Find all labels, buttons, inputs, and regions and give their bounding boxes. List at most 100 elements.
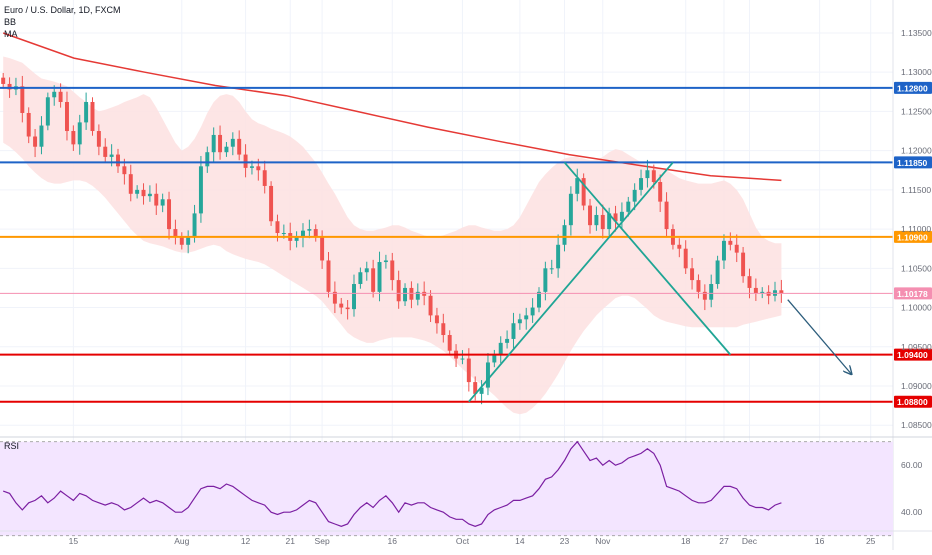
- candle-body-53: [339, 303, 344, 308]
- candle-body-92: [588, 205, 592, 226]
- price-tick-label-7: 1.12000: [901, 146, 932, 156]
- candle-body-3: [20, 86, 25, 113]
- candle-body-76: [485, 362, 490, 388]
- candle-body-33: [211, 134, 216, 153]
- candle-body-58: [371, 268, 376, 292]
- candle-body-8: [52, 91, 57, 98]
- candle-body-81: [517, 319, 522, 324]
- candle-body-89: [568, 193, 573, 226]
- candle-body-115: [734, 244, 739, 253]
- candle-body-104: [664, 201, 669, 230]
- level-badge-4: [894, 348, 932, 361]
- candle-body-34: [218, 134, 223, 153]
- price-tick-label-10: 1.13500: [901, 28, 932, 38]
- candle-body-28: [179, 236, 184, 245]
- candle-body-0: [1, 77, 6, 84]
- candle-body-72: [460, 358, 465, 360]
- level-badge-2: [894, 230, 932, 243]
- candle-body-51: [326, 260, 331, 292]
- price-tick-label-6: 1.11500: [901, 185, 931, 195]
- candle-body-74: [473, 382, 478, 394]
- candle-body-9: [58, 91, 63, 102]
- trendline-0: [468, 161, 674, 403]
- candle-body-29: [186, 236, 191, 245]
- candle-body-19: [122, 166, 127, 175]
- candle-body-101: [645, 170, 650, 179]
- candle-body-41: [262, 170, 267, 186]
- candle-body-13: [84, 101, 89, 123]
- time-tick-label-11: 27: [719, 536, 729, 546]
- candle-body-25: [160, 199, 165, 206]
- level-badge-1: [894, 156, 932, 169]
- candle-body-107: [683, 248, 688, 269]
- level-label-2: 1.10900: [897, 232, 928, 242]
- candle-body-47: [301, 230, 305, 237]
- candle-body-39: [249, 166, 254, 168]
- candle-body-46: [294, 236, 299, 241]
- time-tick-label-6: Oct: [456, 536, 470, 546]
- candle-body-38: [243, 154, 248, 168]
- chart-title: Euro / U.S. Dollar, 1D, FXCM: [4, 5, 121, 15]
- candle-body-100: [639, 178, 644, 190]
- candle-body-55: [352, 284, 356, 310]
- candle-body-112: [715, 260, 720, 285]
- candle-body-79: [505, 338, 510, 343]
- candle-body-83: [530, 307, 535, 316]
- price-tick-label-1: 1.09000: [901, 381, 932, 391]
- candle-body-12: [77, 122, 82, 145]
- bb-indicator-label[interactable]: BB: [4, 17, 17, 27]
- candle-body-20: [128, 174, 133, 194]
- rsi-band-area: [0, 441, 893, 536]
- candle-body-48: [307, 229, 312, 231]
- candle-body-119: [760, 291, 765, 294]
- candle-body-87: [556, 244, 561, 269]
- candle-body-6: [39, 125, 44, 147]
- candle-body-21: [135, 189, 140, 194]
- candle-body-122: [779, 290, 784, 294]
- candle-body-26: [167, 199, 172, 230]
- candle-body-31: [198, 166, 203, 214]
- ma-indicator-label[interactable]: MA: [4, 29, 18, 39]
- time-tick-label-12: Dec: [742, 536, 758, 546]
- candle-body-70: [447, 335, 452, 351]
- candle-body-30: [192, 213, 197, 237]
- candle-body-23: [147, 193, 152, 197]
- projection-arrow: [787, 299, 852, 375]
- candle-body-54: [345, 307, 350, 310]
- candle-body-109: [696, 280, 701, 292]
- price-tick-label-5: 1.11000: [901, 224, 931, 234]
- time-tick-label-7: 14: [515, 536, 525, 546]
- chart-legend: Euro / U.S. Dollar, 1D, FXCM BB MA: [4, 4, 121, 40]
- time-tick-label-9: Nov: [595, 536, 611, 546]
- rsi-tick-label-0: 40.00: [901, 507, 923, 517]
- price-tick-label-8: 1.12500: [901, 106, 932, 116]
- candle-body-36: [230, 138, 235, 147]
- candle-body-56: [358, 272, 363, 285]
- candle-body-22: [141, 189, 146, 197]
- candle-body-84: [537, 291, 541, 308]
- time-tick-label-0: 15: [69, 536, 79, 546]
- candle-body-63: [403, 287, 408, 302]
- price-tick-label-0: 1.08500: [901, 420, 932, 430]
- candle-body-35: [224, 146, 229, 153]
- candle-body-88: [562, 225, 567, 245]
- candle-body-97: [619, 211, 624, 222]
- candle-body-68: [434, 315, 439, 324]
- rsi-line: [2, 440, 782, 527]
- candle-body-65: [415, 291, 420, 300]
- candle-body-99: [632, 189, 637, 202]
- candle-body-103: [658, 182, 663, 202]
- moving-average-line: [2, 32, 782, 182]
- candle-body-110: [702, 291, 707, 300]
- candle-body-18: [116, 154, 120, 167]
- level-label-5: 1.08800: [897, 397, 928, 407]
- candle-body-62: [396, 280, 401, 302]
- candle-body-7: [45, 97, 50, 126]
- candle-body-1: [7, 83, 12, 90]
- candle-body-37: [237, 138, 242, 155]
- candle-body-5: [33, 136, 38, 147]
- level-label-4: 1.09400: [897, 350, 928, 360]
- candle-body-32: [205, 152, 210, 167]
- candle-body-24: [154, 193, 159, 206]
